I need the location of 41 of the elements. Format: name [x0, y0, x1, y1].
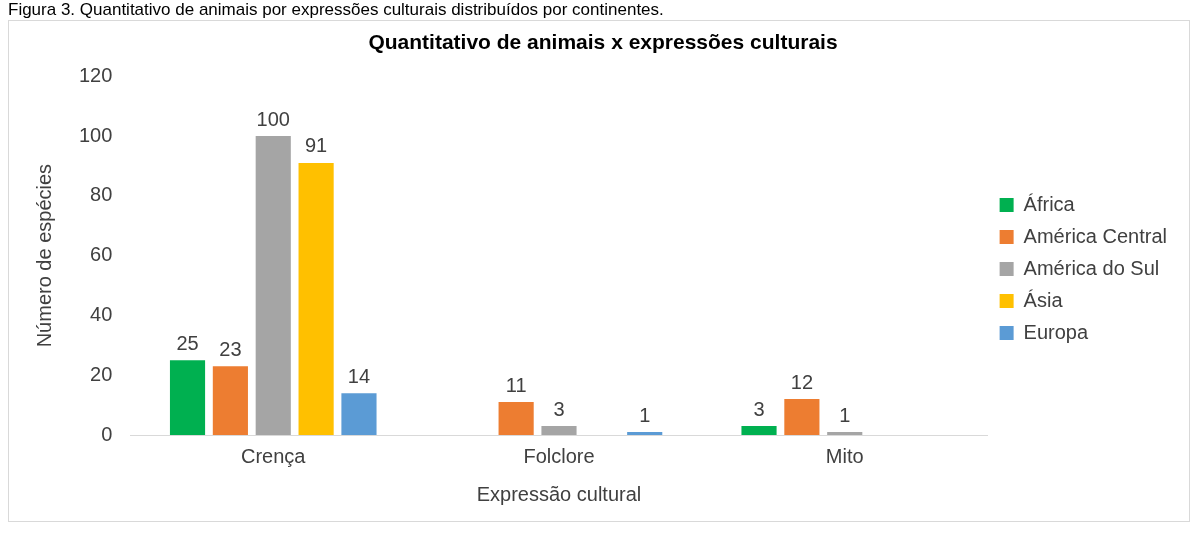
- legend-label: América Central: [1023, 224, 1168, 247]
- bar: [298, 162, 334, 435]
- legend-label: África: [1023, 192, 1076, 215]
- bar: [741, 426, 777, 435]
- bar: [255, 136, 291, 435]
- x-tick-label: Folclore: [523, 444, 595, 467]
- x-axis-title: Expressão cultural: [476, 482, 642, 505]
- bar: [169, 360, 206, 435]
- data-label: 100: [256, 107, 290, 130]
- x-tick-label: Mito: [825, 444, 864, 467]
- legend-label: Ásia: [1023, 288, 1064, 311]
- data-label: 3: [553, 397, 565, 420]
- bar: [341, 393, 377, 435]
- bar: [784, 399, 820, 435]
- y-axis-title: Número de espécies: [32, 163, 55, 348]
- y-tick-label: 0: [101, 422, 113, 445]
- y-tick-label: 100: [78, 123, 113, 146]
- data-label: 12: [790, 370, 814, 393]
- chart-title: Quantitativo de animais x expressões culturais: [368, 30, 838, 54]
- y-tick-label: 20: [90, 362, 113, 385]
- bar: [498, 402, 534, 435]
- y-tick-label: 60: [90, 243, 113, 266]
- data-label: 1: [639, 403, 651, 426]
- bar: [827, 432, 863, 435]
- data-label: 91: [304, 134, 328, 157]
- bar: [627, 432, 663, 435]
- data-label: 23: [219, 337, 242, 360]
- legend-label: América do Sul: [1023, 256, 1160, 279]
- legend-label: Europa: [1023, 320, 1089, 343]
- bar: [541, 426, 577, 435]
- x-tick-label: Crença: [241, 444, 307, 467]
- y-tick-label: 40: [90, 302, 113, 325]
- y-tick-label: 120: [78, 63, 113, 86]
- y-tick-label: 80: [90, 183, 113, 206]
- data-label: 3: [753, 397, 765, 420]
- bar: [212, 366, 248, 435]
- text: Figura 3. Quantitativo de animais por expressões culturais distribuídos por continentes.: [8, 0, 665, 20]
- data-label: 1: [839, 403, 851, 426]
- data-label: 25: [176, 331, 199, 354]
- data-label: 11: [505, 373, 527, 396]
- data-label: 14: [347, 364, 371, 387]
